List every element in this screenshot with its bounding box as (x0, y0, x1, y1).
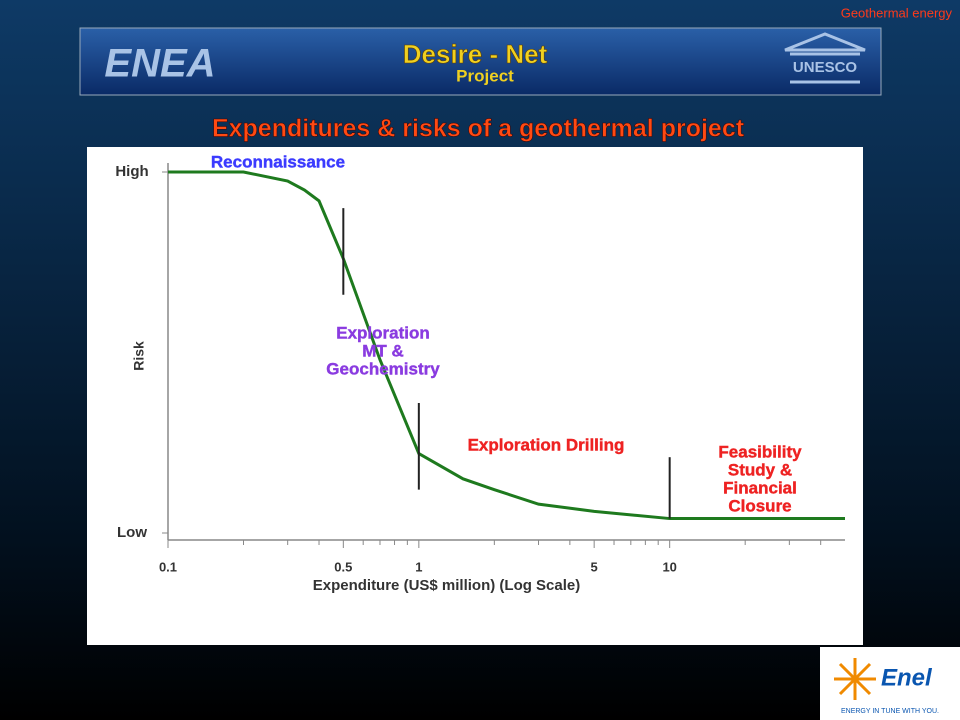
enel-tagline: ENERGY IN TUNE WITH YOU. (841, 708, 939, 715)
chart: Low High 0.1 0.5 1 5 10 Expenditure (US$ millio… (115, 152, 845, 594)
annotation: Closure (728, 496, 791, 515)
x-tick-label: 5 (591, 559, 598, 574)
chart-area (87, 147, 863, 645)
unesco-temple (784, 32, 866, 84)
x-axis-label: Expenditure (US$ million) (Log Scale) (313, 577, 581, 594)
slide-title: Expenditures & risks of a geothermal pro… (212, 115, 745, 143)
banner-subtitle: Project (456, 66, 514, 85)
enel-name: Enel (881, 664, 933, 691)
banner (79, 27, 882, 96)
annotation: Study & (728, 460, 792, 479)
enea-logo: ENEA (104, 42, 215, 86)
x-tick-label: 1 (415, 559, 422, 574)
annotation: Reconnaissance (211, 152, 345, 171)
enel-logo-box (820, 647, 960, 720)
annotation: Feasibility (718, 442, 802, 461)
annotation: Exploration (336, 323, 430, 342)
enel-sun (834, 658, 876, 700)
annotation: MT & (362, 341, 404, 360)
x-tick-label: 0.1 (159, 559, 177, 574)
banner-title: Desire - Net (403, 39, 548, 69)
annotation: Exploration Drilling (468, 435, 625, 454)
risk-line (168, 170, 845, 521)
x-tick-label: 10 (662, 559, 676, 574)
unesco-logo: UNESCO (793, 59, 858, 76)
y-tick-label: High (115, 163, 148, 180)
y-tick-label: Low (117, 524, 147, 541)
x-tick-label: 0.5 (334, 559, 352, 574)
annotation: Geochemistry (326, 359, 440, 378)
corner-label: Geothermal energy (841, 5, 953, 20)
y-axis-label: Risk (131, 341, 147, 371)
annotation: Financial (723, 478, 797, 497)
